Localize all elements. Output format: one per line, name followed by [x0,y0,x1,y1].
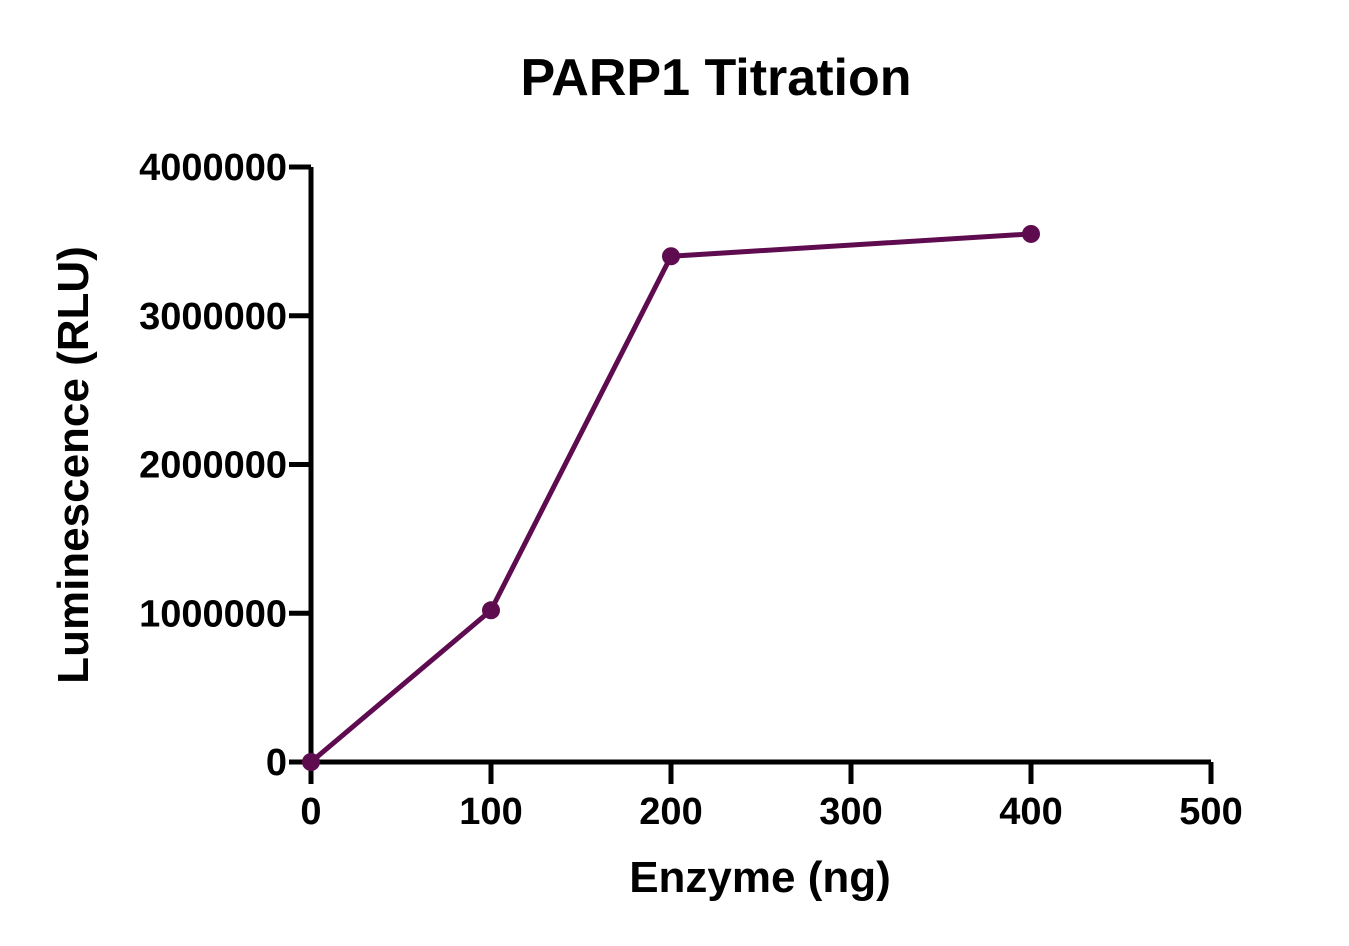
y-axis-label: Luminescence (RLU) [49,246,98,684]
y-tick-label: 4000000 [139,147,287,189]
y-tick-label: 3000000 [139,296,287,338]
data-point [482,601,500,620]
y-tick-label: 2000000 [139,445,287,487]
data-point [302,753,320,771]
x-tick-label: 200 [639,791,702,833]
x-tick-label: 0 [300,791,321,833]
series-line [309,231,1032,764]
y-tick-label: 1000000 [139,593,287,635]
y-tick-label: 0 [266,742,287,784]
chart-title: PARP1 Titration [520,49,911,107]
ticks: 0 1000000 2000000 3000000 4000000 0 100 200 300 4… [139,147,1243,833]
axes [308,167,1211,765]
data-point [1022,224,1040,243]
data-point [662,247,680,266]
x-tick-label: 500 [1179,791,1242,833]
x-axis-label: Enzyme (ng) [629,853,891,902]
x-tick-label: 300 [819,791,882,833]
x-tick-label: 400 [999,791,1062,833]
x-tick-label: 100 [459,791,522,833]
series-layer [302,224,1040,771]
